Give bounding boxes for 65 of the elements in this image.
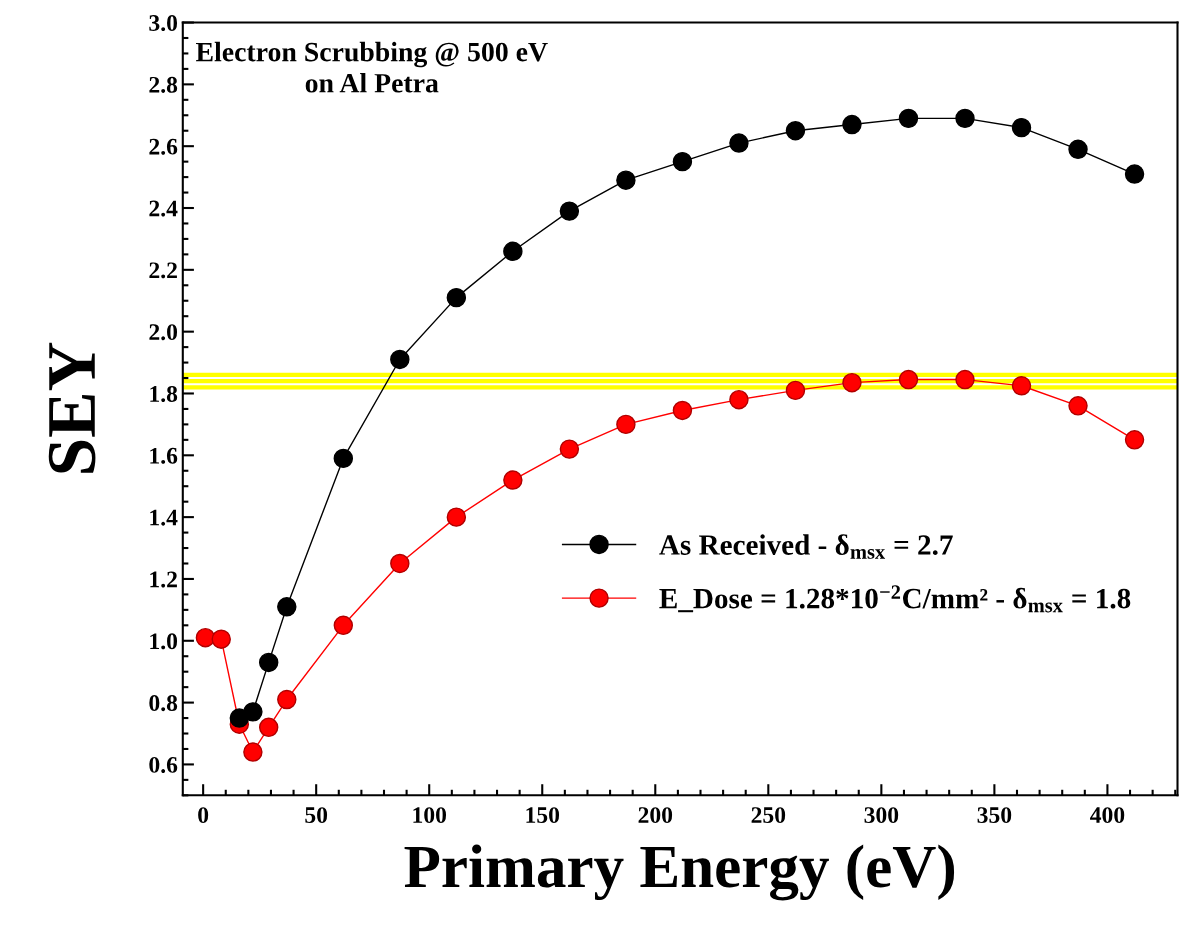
y-tick-label: 2.8 — [149, 76, 178, 93]
y-tick-label: 1.4 — [150, 509, 178, 526]
y-tick-label: 1.6 — [150, 447, 178, 464]
y-tick-label: 2.6 — [149, 138, 178, 155]
y-tick-label: 2.2 — [149, 262, 177, 279]
point — [258, 717, 279, 738]
y-tick-label: 2.4 — [149, 200, 178, 217]
x-tick-label: 250 — [751, 807, 786, 824]
x-tick-label: 50 — [305, 807, 328, 824]
point — [729, 389, 749, 410]
x-axis-title: Primary Energy (eV) — [404, 844, 955, 901]
y-tick-label: 0.8 — [149, 695, 178, 712]
x-tick-label: 400 — [1090, 807, 1125, 824]
point — [1068, 139, 1088, 159]
point — [729, 133, 749, 153]
point — [243, 702, 263, 722]
point — [258, 652, 279, 673]
point — [785, 380, 806, 401]
point — [898, 108, 919, 129]
point — [333, 615, 354, 636]
point — [446, 287, 467, 308]
point — [1124, 164, 1145, 184]
point — [390, 553, 410, 574]
point — [277, 597, 297, 617]
point — [955, 108, 975, 129]
point — [1011, 117, 1032, 138]
point — [842, 372, 862, 393]
point — [333, 448, 354, 469]
legend-label: E_Dose = 1.28*10$^{−2}$C/mm² - δ$_{msx}$ = 1.8 — [659, 585, 1131, 613]
point — [211, 629, 231, 649]
point — [672, 400, 693, 421]
point — [842, 114, 862, 135]
point — [672, 151, 693, 172]
y-tick-label: 3.0 — [149, 15, 178, 32]
point — [955, 369, 975, 390]
point — [195, 627, 216, 648]
point — [243, 742, 263, 762]
point — [1011, 376, 1032, 396]
x-tick-label: 350 — [977, 807, 1012, 824]
text: Electron Scrubbing @ 500 eV on Al Petra — [196, 41, 548, 93]
point — [559, 439, 580, 459]
y-axis-title: SEY — [48, 342, 96, 473]
point — [390, 349, 410, 370]
point — [277, 689, 297, 710]
point — [898, 369, 919, 390]
point — [446, 507, 467, 527]
point — [503, 241, 523, 262]
y-tick-label: 2.0 — [149, 324, 178, 341]
x-tick-label: 200 — [638, 807, 673, 824]
point — [785, 121, 806, 141]
point — [616, 414, 636, 435]
x-tick-label: 150 — [526, 807, 560, 824]
point — [616, 170, 636, 190]
legend-label: As Received - δ$_{msx}$ = 2.7 — [659, 534, 953, 559]
point — [1124, 430, 1145, 450]
point — [503, 470, 523, 490]
y-tick-label: 1.8 — [150, 385, 178, 403]
y-tick-label: 0.6 — [149, 756, 178, 773]
y-tick-label: 1.2 — [150, 571, 177, 588]
x-tick-label: 300 — [864, 807, 899, 824]
y-tick-label: 1.0 — [150, 633, 178, 650]
x-tick-label: 100 — [413, 807, 447, 824]
x-tick-label: 0 — [198, 807, 209, 824]
point — [559, 201, 580, 221]
point — [1068, 396, 1088, 416]
